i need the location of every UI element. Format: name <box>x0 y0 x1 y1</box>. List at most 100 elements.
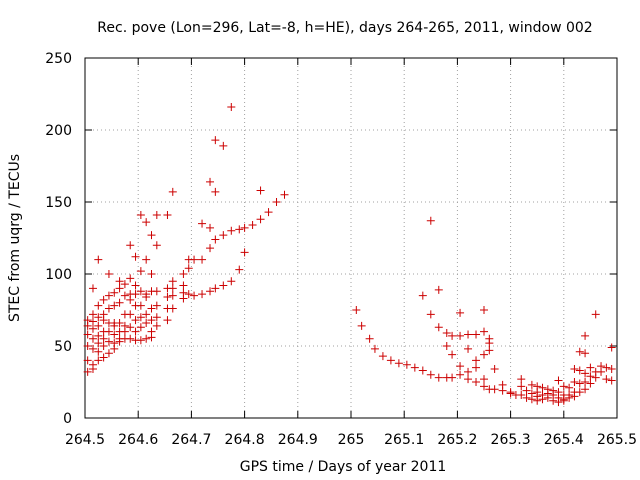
data-point <box>126 241 135 250</box>
data-point <box>448 331 457 340</box>
data-point <box>591 373 600 382</box>
data-point <box>120 291 129 300</box>
data-point <box>131 281 140 290</box>
data-point <box>115 318 124 327</box>
data-point <box>227 277 236 286</box>
data-point <box>480 375 488 384</box>
data-point <box>104 304 113 313</box>
data-point <box>597 367 606 376</box>
data-point <box>490 365 499 374</box>
data-point <box>126 323 135 332</box>
data-point <box>517 382 526 391</box>
data-point <box>131 252 140 261</box>
data-point <box>456 331 465 340</box>
data-point <box>206 177 215 186</box>
data-point <box>168 277 177 286</box>
data-point <box>575 366 584 375</box>
data-point <box>120 327 129 336</box>
data-point <box>99 334 108 343</box>
data-point <box>190 291 199 300</box>
data-point <box>227 226 236 235</box>
data-point <box>581 369 590 378</box>
data-point <box>147 304 156 313</box>
data-point <box>472 330 481 339</box>
data-point <box>83 367 92 376</box>
data-point <box>456 370 465 379</box>
data-point <box>570 365 579 374</box>
data-point <box>131 290 140 299</box>
data-point <box>152 301 161 310</box>
data-point <box>418 366 427 375</box>
data-point <box>256 215 265 224</box>
data-point <box>533 396 542 405</box>
data-point <box>490 385 499 394</box>
data-point <box>136 313 145 322</box>
data-point <box>136 210 145 219</box>
data-point <box>104 291 113 300</box>
x-tick-label: 265.2 <box>437 432 477 448</box>
data-point <box>131 327 140 336</box>
data-point <box>94 321 103 330</box>
data-point <box>136 323 145 332</box>
data-point <box>464 367 473 376</box>
data-point <box>152 313 161 322</box>
data-point <box>94 255 103 264</box>
data-point <box>126 310 135 319</box>
data-point <box>559 382 568 391</box>
data-point <box>88 334 97 343</box>
data-point <box>179 270 188 278</box>
data-point <box>83 342 92 350</box>
data-point <box>94 313 103 322</box>
data-point <box>586 372 595 381</box>
grid-lines <box>85 58 617 418</box>
data-point <box>110 288 119 297</box>
y-tick-label: 0 <box>63 411 72 427</box>
data-point <box>517 375 526 384</box>
data-point <box>147 270 156 278</box>
data-point <box>163 293 172 302</box>
data-point <box>147 231 156 240</box>
data-point <box>99 342 108 350</box>
data-point <box>456 362 465 371</box>
data-point <box>168 291 177 300</box>
data-point <box>517 390 526 399</box>
x-tick-label: 264.7 <box>171 432 211 448</box>
data-point <box>83 321 92 330</box>
data-point <box>565 383 574 392</box>
data-point <box>88 365 97 374</box>
data-point <box>434 285 443 294</box>
data-point <box>480 306 488 314</box>
data-point <box>581 385 590 394</box>
data-point <box>104 349 113 358</box>
data-point <box>264 208 273 217</box>
chart-title: Rec. pove (Lon=296, Lat=-8, h=HE), days … <box>97 20 592 36</box>
data-point <box>607 376 616 385</box>
data-point <box>464 375 473 384</box>
data-point <box>570 392 579 401</box>
data-point <box>570 378 579 386</box>
data-point <box>227 102 236 111</box>
data-point <box>88 344 97 353</box>
data-point <box>179 294 188 303</box>
data-point <box>88 317 97 326</box>
data-point <box>142 293 151 302</box>
x-axis-label: GPS time / Days of year 2011 <box>240 459 447 475</box>
data-point <box>235 225 244 234</box>
x-tick-label: 264.8 <box>225 432 265 448</box>
data-point <box>240 248 249 257</box>
y-tick-label: 200 <box>45 123 72 139</box>
data-point <box>115 298 124 307</box>
data-point <box>448 373 457 382</box>
data-point <box>352 306 361 314</box>
data-point <box>581 331 590 340</box>
data-point <box>99 316 108 325</box>
data-point <box>168 304 177 313</box>
data-points <box>83 102 616 407</box>
data-point <box>142 218 151 227</box>
data-point <box>559 396 568 405</box>
data-point <box>480 350 488 359</box>
data-point <box>99 353 108 362</box>
data-point <box>211 284 220 293</box>
data-point <box>110 301 119 310</box>
data-point <box>240 223 249 232</box>
